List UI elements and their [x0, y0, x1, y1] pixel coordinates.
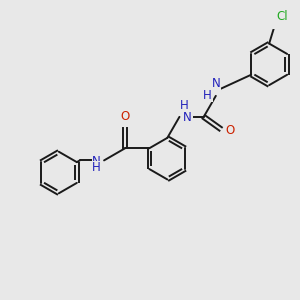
Text: O: O — [225, 124, 234, 137]
Text: H: H — [203, 88, 212, 101]
Text: N: N — [92, 155, 101, 168]
Text: N: N — [212, 77, 220, 90]
Text: H: H — [180, 99, 189, 112]
Text: H: H — [92, 161, 101, 174]
Text: O: O — [120, 110, 130, 123]
Text: N: N — [183, 111, 192, 124]
Text: Cl: Cl — [276, 10, 288, 23]
